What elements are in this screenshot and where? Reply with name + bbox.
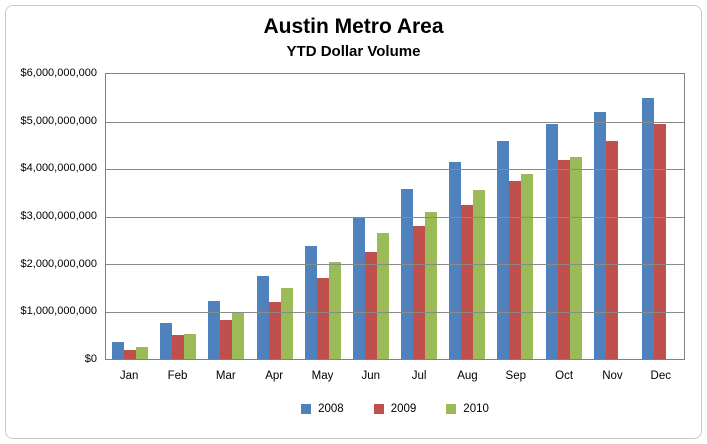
bar-2008-jan [112,342,125,359]
y-tick-label: $5,000,000,000 [20,114,97,127]
legend-label: 2008 [318,403,344,415]
gridline [106,216,684,218]
bar-groups [106,74,684,359]
x-tick-label-apr: Apr [265,370,284,382]
legend-label: 2009 [390,403,417,415]
legend: 2008 2009 2010 [105,400,685,418]
bar-2008-mar [208,300,221,359]
y-tick-label: $0 [84,353,97,365]
bar-2009-mar [220,319,233,359]
legend-label: 2010 [463,403,489,415]
x-axis: Jan Feb Mar Apr May Jun Jul Aug Sep Oct Nov Dec [105,368,685,384]
bar-2010-mar [232,311,245,359]
chart-subtitle: YTD Dollar Volume [286,43,421,60]
bar-2009-oct [557,159,570,359]
bar-2008-aug [449,161,462,359]
y-tick-label: $3,000,000,000 [20,210,97,222]
bar-2010-aug [473,190,486,359]
bar-2008-jul [401,189,414,359]
bar-2009-nov [605,140,618,359]
legend-swatch-icon [301,404,312,414]
bar-2009-jul [413,226,426,359]
bar-2010-sep [521,173,534,359]
bar-2008-sep [497,140,510,359]
x-tick-label-aug: Aug [457,370,478,382]
bar-group-mar [202,74,250,359]
bar-group-jul [395,74,443,359]
bar-2008-may [304,246,317,359]
bar-2010-may [328,261,341,359]
x-tick-label-jul: Jul [411,370,427,382]
bar-2009-feb [172,335,185,359]
x-tick-label-dec: Dec [650,370,671,382]
x-tick-label-mar: Mar [215,370,236,382]
bar-group-dec [636,74,684,359]
bar-group-aug [443,74,491,359]
bar-2010-jul [425,211,438,359]
gridline [106,121,684,123]
bar-2009-may [316,278,329,359]
legend-swatch-icon [446,404,457,414]
bar-2010-oct [569,157,582,359]
bar-2009-jun [364,252,377,359]
y-tick-label: $6,000,000,000 [20,67,97,79]
bar-2009-sep [509,180,522,359]
x-tick-label-oct: Oct [555,370,574,382]
y-tick-label: $1,000,000,000 [20,305,97,318]
bar-group-may [299,74,347,359]
legend-swatch-icon [373,404,384,414]
legend-item-2008: 2008 [301,403,344,415]
legend-item-2009: 2009 [373,403,417,415]
bar-group-oct [540,74,588,359]
x-tick-label-nov: Nov [602,370,623,382]
bar-2008-apr [256,275,269,359]
bar-2009-dec [653,123,666,359]
x-tick-label-jan: Jan [119,370,139,382]
bar-2010-jan [136,347,149,359]
bar-2009-jan [124,349,137,359]
gridline [106,169,684,170]
bar-2008-dec [641,97,654,359]
gridline [106,264,684,265]
x-tick-label-sep: Sep [505,370,527,382]
legend-item-2010: 2010 [446,403,489,415]
bar-2008-jun [352,217,365,359]
bar-2010-apr [280,287,293,359]
bar-group-nov [588,74,636,359]
bar-2009-apr [268,302,281,359]
x-tick-label-may: May [311,370,334,382]
bar-2010-jun [376,233,389,359]
bar-2008-oct [545,123,558,359]
bar-2008-feb [160,323,173,359]
bar-2010-feb [184,333,197,359]
gridline [106,311,684,313]
y-tick-label: $4,000,000,000 [20,162,97,175]
x-tick-label-feb: Feb [167,370,188,382]
plot-area [105,73,685,360]
bar-group-jan [106,74,154,359]
y-tick-label: $2,000,000,000 [20,257,97,270]
chart-title: Austin Metro Area [263,15,444,38]
bar-2008-nov [593,112,606,359]
bar-group-sep [491,74,539,359]
x-tick-label-jun: Jun [361,370,381,382]
bar-2009-aug [461,204,474,359]
bar-group-apr [251,74,299,359]
bar-group-feb [154,74,202,359]
